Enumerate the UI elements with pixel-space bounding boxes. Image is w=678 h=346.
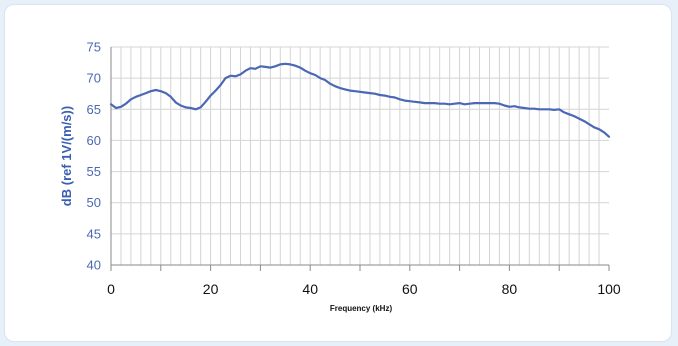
series-line [109, 62, 611, 138]
x-tick-label: 80 [502, 281, 518, 297]
x-tick-label: 100 [597, 281, 621, 297]
x-tick-label: 0 [107, 281, 115, 297]
y-tick-label: 50 [87, 195, 101, 210]
y-tick-labels: 40 45 50 55 60 65 70 75 [87, 40, 101, 273]
axes [110, 47, 610, 271]
chart-card [4, 4, 672, 342]
x-tick-labels: 0 20 40 60 80 100 [107, 281, 621, 297]
x-axis-label: Frequency (kHz) [330, 304, 393, 313]
y-tick-label: 60 [87, 133, 101, 148]
y-axis-label: dB (ref 1V/(m/s)) [59, 106, 74, 206]
y-tick-label: 45 [87, 226, 101, 241]
y-tick-label: 75 [87, 40, 101, 55]
grid-lines [111, 46, 609, 266]
x-tick-label: 60 [402, 281, 418, 297]
x-tick-label: 20 [203, 281, 219, 297]
y-tick-label: 40 [87, 258, 101, 273]
y-tick-label: 65 [87, 102, 101, 117]
y-tick-label: 70 [87, 71, 101, 86]
x-tick-label: 40 [302, 281, 318, 297]
y-tick-label: 55 [87, 164, 101, 179]
